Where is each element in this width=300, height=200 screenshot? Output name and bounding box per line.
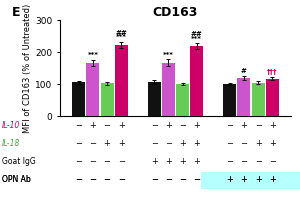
Bar bbox=[266, 79, 279, 116]
Text: −: − bbox=[179, 121, 186, 130]
Bar bbox=[115, 45, 128, 116]
Text: IL-18: IL-18 bbox=[2, 140, 20, 148]
Text: OPN Ab: OPN Ab bbox=[2, 176, 30, 184]
Text: −: − bbox=[226, 121, 233, 130]
Text: +: + bbox=[269, 176, 276, 184]
Text: −: − bbox=[89, 176, 96, 184]
Text: E: E bbox=[12, 6, 20, 19]
Text: ***: *** bbox=[191, 36, 202, 42]
Text: +: + bbox=[241, 176, 247, 184]
Text: +: + bbox=[194, 121, 200, 130]
Text: −: − bbox=[226, 140, 233, 148]
Text: +: + bbox=[255, 176, 262, 184]
Text: +: + bbox=[269, 121, 276, 130]
Bar bbox=[190, 46, 203, 116]
Text: +: + bbox=[165, 121, 172, 130]
Text: −: − bbox=[226, 158, 233, 166]
Text: −: − bbox=[75, 140, 82, 148]
Text: −: − bbox=[165, 176, 172, 184]
Text: +: + bbox=[241, 121, 247, 130]
Text: +: + bbox=[118, 121, 125, 130]
Text: −: − bbox=[255, 121, 262, 130]
Text: −: − bbox=[118, 176, 125, 184]
Text: #: # bbox=[241, 68, 247, 74]
Text: −: − bbox=[193, 176, 200, 184]
Text: −: − bbox=[165, 176, 172, 184]
Text: +: + bbox=[226, 176, 233, 184]
Text: −: − bbox=[151, 176, 158, 184]
Y-axis label: MFI of CD163 (% of Untreated): MFI of CD163 (% of Untreated) bbox=[23, 3, 32, 133]
Text: −: − bbox=[118, 176, 125, 184]
Text: −: − bbox=[193, 176, 200, 184]
Text: −: − bbox=[151, 121, 158, 130]
Text: +: + bbox=[255, 140, 262, 148]
Text: +: + bbox=[179, 140, 186, 148]
Text: +: + bbox=[118, 140, 125, 148]
Text: −: − bbox=[179, 176, 186, 184]
Text: +: + bbox=[269, 176, 276, 184]
Text: +: + bbox=[179, 158, 186, 166]
Text: ##: ## bbox=[191, 31, 203, 37]
Text: −: − bbox=[89, 140, 96, 148]
Text: −: − bbox=[103, 158, 111, 166]
Text: −: − bbox=[103, 121, 111, 130]
Text: −: − bbox=[75, 176, 82, 184]
Bar bbox=[237, 78, 250, 116]
Text: −: − bbox=[89, 158, 96, 166]
Text: OPN Ab: OPN Ab bbox=[2, 176, 30, 184]
Text: +: + bbox=[89, 121, 96, 130]
Text: −: − bbox=[103, 176, 111, 184]
Text: −: − bbox=[75, 176, 82, 184]
Text: −: − bbox=[75, 158, 82, 166]
Bar bbox=[100, 83, 114, 116]
Text: ***: *** bbox=[163, 52, 174, 58]
Text: −: − bbox=[151, 140, 158, 148]
Text: +: + bbox=[194, 158, 200, 166]
Text: −: − bbox=[240, 140, 247, 148]
Text: −: − bbox=[240, 158, 247, 166]
Text: −: − bbox=[118, 158, 125, 166]
Text: −: − bbox=[103, 176, 111, 184]
Text: +: + bbox=[151, 158, 158, 166]
Text: −: − bbox=[179, 176, 186, 184]
Bar bbox=[72, 82, 85, 116]
Text: +: + bbox=[255, 176, 262, 184]
Text: −: − bbox=[75, 121, 82, 130]
Text: ##: ## bbox=[116, 30, 127, 36]
Bar bbox=[176, 84, 189, 116]
Text: +: + bbox=[241, 176, 247, 184]
Text: ***: *** bbox=[116, 34, 127, 40]
Bar bbox=[223, 84, 236, 116]
Text: IL-10: IL-10 bbox=[2, 121, 20, 130]
Text: †††: ††† bbox=[267, 69, 278, 75]
Text: −: − bbox=[255, 158, 262, 166]
Text: ***: *** bbox=[87, 52, 98, 58]
Bar bbox=[162, 63, 175, 116]
Title: CD163: CD163 bbox=[153, 6, 198, 19]
Text: +: + bbox=[104, 140, 110, 148]
Bar bbox=[148, 82, 161, 116]
Text: +: + bbox=[226, 176, 233, 184]
Text: −: − bbox=[165, 140, 172, 148]
Text: −: − bbox=[269, 158, 276, 166]
Text: −: − bbox=[151, 176, 158, 184]
Text: +: + bbox=[165, 158, 172, 166]
Bar bbox=[252, 83, 265, 116]
Text: Goat IgG: Goat IgG bbox=[2, 158, 35, 166]
Text: +: + bbox=[194, 140, 200, 148]
Bar bbox=[86, 63, 99, 116]
Text: −: − bbox=[89, 176, 96, 184]
Text: +: + bbox=[269, 140, 276, 148]
